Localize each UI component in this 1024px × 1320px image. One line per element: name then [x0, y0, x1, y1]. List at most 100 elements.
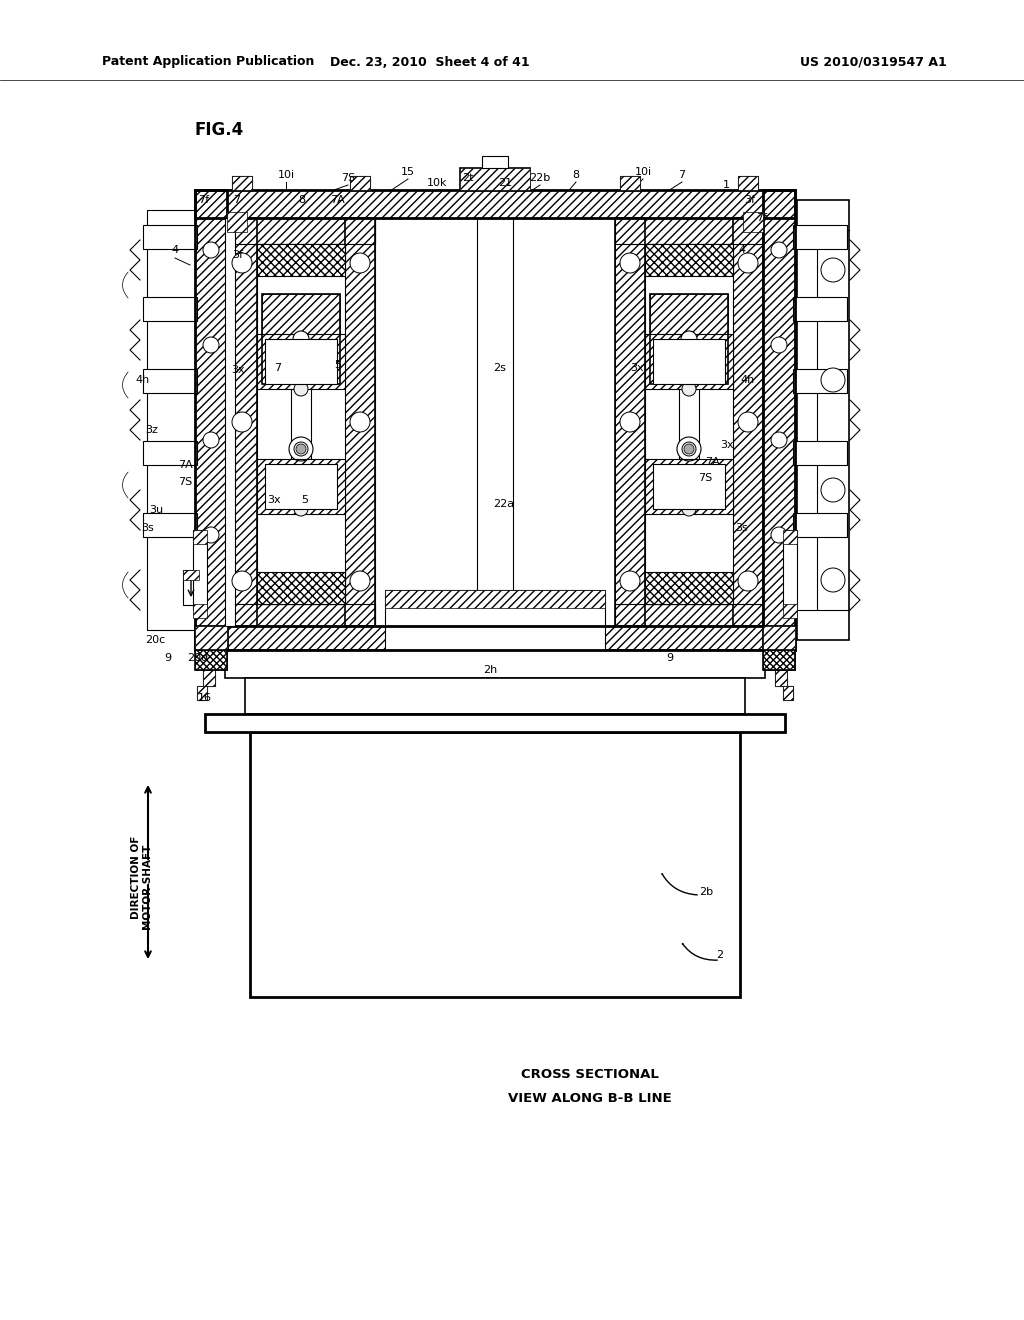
Bar [763, 626, 795, 649]
Bar [783, 686, 793, 700]
Bar [385, 590, 605, 649]
Bar [193, 605, 207, 618]
Circle shape [677, 437, 701, 461]
Bar [645, 334, 733, 389]
Bar [257, 244, 345, 605]
Text: 7S: 7S [178, 477, 193, 487]
Bar [257, 572, 345, 605]
Text: 20c: 20c [144, 635, 165, 645]
Text: CROSS SECTIONAL: CROSS SECTIONAL [521, 1068, 658, 1081]
Bar [195, 626, 795, 649]
Text: 7A: 7A [177, 459, 193, 470]
Circle shape [294, 381, 308, 396]
Circle shape [738, 253, 758, 273]
Bar [763, 649, 795, 671]
Text: 3f: 3f [744, 195, 756, 205]
Bar [195, 649, 227, 671]
Bar [203, 671, 215, 686]
Bar [232, 176, 252, 190]
Text: 7A: 7A [705, 457, 720, 467]
Bar [645, 459, 733, 513]
Circle shape [296, 444, 306, 454]
Text: 5: 5 [335, 360, 341, 370]
Bar [775, 671, 787, 686]
Bar [345, 218, 375, 626]
Bar [763, 190, 795, 649]
Bar [615, 218, 645, 626]
Circle shape [682, 381, 696, 396]
Bar [653, 465, 725, 510]
Bar [257, 244, 345, 276]
Circle shape [203, 527, 219, 543]
Circle shape [771, 337, 787, 352]
Text: US 2010/0319547 A1: US 2010/0319547 A1 [800, 55, 947, 69]
Circle shape [821, 568, 845, 591]
Circle shape [738, 572, 758, 591]
Bar [645, 572, 733, 605]
Circle shape [294, 502, 308, 516]
Circle shape [203, 337, 219, 352]
Bar [195, 626, 227, 649]
Bar [738, 176, 758, 190]
Bar [262, 294, 340, 384]
Text: 3x: 3x [720, 440, 734, 450]
Bar [645, 244, 733, 276]
Bar [195, 190, 795, 218]
Text: 10k: 10k [427, 178, 447, 187]
Bar [143, 441, 197, 465]
Bar [783, 605, 797, 618]
Circle shape [620, 412, 640, 432]
Circle shape [771, 432, 787, 447]
Bar [227, 218, 375, 244]
Bar [257, 459, 345, 513]
Text: 22b: 22b [529, 173, 551, 183]
Circle shape [350, 253, 370, 273]
Bar [183, 570, 199, 579]
Text: 10i: 10i [278, 170, 295, 180]
Bar [197, 686, 207, 700]
Bar [345, 218, 375, 626]
Bar [143, 224, 197, 249]
Text: 2b: 2b [699, 887, 713, 898]
Text: 3s: 3s [735, 523, 749, 533]
Bar [793, 297, 847, 321]
Bar [650, 294, 728, 384]
Text: 8: 8 [298, 195, 305, 205]
Bar [793, 210, 843, 630]
Bar [645, 244, 733, 276]
Text: 4: 4 [171, 246, 178, 255]
Bar [232, 176, 252, 190]
Bar [793, 441, 847, 465]
Text: 3u: 3u [148, 506, 163, 515]
Text: Dec. 23, 2010  Sheet 4 of 41: Dec. 23, 2010 Sheet 4 of 41 [330, 55, 529, 69]
FancyArrowPatch shape [682, 944, 717, 960]
Bar [650, 294, 728, 384]
Bar [143, 297, 197, 321]
Bar [460, 168, 530, 190]
Bar [615, 218, 763, 244]
Bar [262, 294, 340, 384]
Text: 2s: 2s [494, 363, 507, 374]
Text: 7f: 7f [199, 195, 210, 205]
Bar [227, 605, 375, 626]
Bar [195, 649, 227, 671]
Text: 9: 9 [667, 653, 674, 663]
Text: 4h: 4h [136, 375, 151, 385]
Circle shape [232, 412, 252, 432]
Text: 3f: 3f [232, 249, 244, 260]
Bar [225, 218, 234, 626]
Bar [797, 201, 849, 640]
Bar [783, 686, 793, 700]
Text: 4: 4 [738, 246, 745, 255]
Text: 7S: 7S [341, 173, 355, 183]
Bar [147, 210, 197, 630]
Text: 7S: 7S [698, 473, 712, 483]
Text: 7f: 7f [757, 213, 768, 223]
Bar [227, 213, 247, 232]
Circle shape [771, 527, 787, 543]
Text: 3x: 3x [267, 495, 281, 506]
Bar [143, 513, 197, 537]
Text: 3z: 3z [145, 425, 159, 436]
Circle shape [232, 253, 252, 273]
Bar [195, 190, 227, 649]
